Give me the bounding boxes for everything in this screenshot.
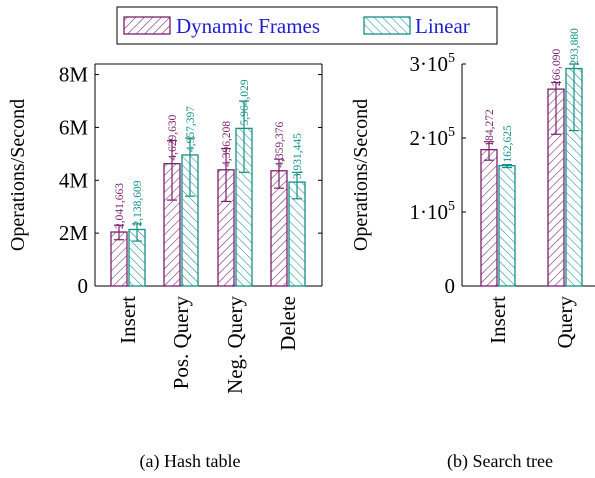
legend-label-linear: Linear xyxy=(415,14,470,38)
y-tick-label: 0 xyxy=(445,274,456,298)
y-tick-label: 4M xyxy=(59,168,89,192)
bar-value-label: 5,964,029 xyxy=(239,79,251,125)
bar-value-label: 4,396,208 xyxy=(221,121,233,167)
x-tick-label: Query xyxy=(553,296,577,349)
legend: Dynamic Frames Linear xyxy=(116,6,498,45)
legend-label-dynamic-frames: Dynamic Frames xyxy=(176,14,320,38)
y-tick-label: 6M xyxy=(59,115,89,139)
y-tick-label: 0 xyxy=(78,274,89,298)
x-tick-label: Insert xyxy=(116,296,140,344)
y-tick-label: 2·105 xyxy=(410,125,456,150)
legend-box xyxy=(116,6,498,45)
bar-value-label: 2,041,663 xyxy=(114,183,126,229)
chart-b-ylabel: Operations/Second xyxy=(350,99,372,251)
x-tick-label: Neg. Query xyxy=(223,296,247,394)
chart-b-caption: (b) Search tree xyxy=(447,451,553,472)
bar-value-label: 162,625 xyxy=(502,125,514,163)
x-tick-label: Insert xyxy=(486,296,510,344)
chart-a-caption: (a) Hash table xyxy=(140,451,241,472)
y-tick-label: 8M xyxy=(59,63,89,87)
bar-value-label: 4,359,376 xyxy=(274,122,286,168)
bar-value-label: 4,957,397 xyxy=(185,106,197,152)
chart-search-tree: Operations/Second (b) Search tree 0 1·105… xyxy=(350,28,595,472)
y-tick-label: 2M xyxy=(59,221,89,245)
y-tick-label: 1·105 xyxy=(410,199,456,224)
bar-value-label: 3,931,445 xyxy=(292,133,304,179)
bar-value-label: 266,090 xyxy=(551,48,563,86)
chart-a-ylabel: Operations/Second xyxy=(7,99,29,251)
bar xyxy=(480,148,498,287)
bar-value-label: 293,880 xyxy=(569,28,581,66)
x-tick-label: Delete xyxy=(276,296,300,351)
x-tick-label: Pos. Query xyxy=(169,296,193,390)
bar xyxy=(498,165,516,287)
bar-value-label: 184,272 xyxy=(484,109,496,147)
y-tick-label: 3·105 xyxy=(410,51,456,76)
bar-value-label: 2,138,609 xyxy=(132,180,144,226)
chart-hash-table: Operations/Second (a) Hash table 0 2M 4M 6M… xyxy=(7,63,323,472)
legend-swatch-linear xyxy=(363,16,411,35)
bar-value-label: 4,629,630 xyxy=(167,114,179,160)
legend-swatch-dynamic-frames xyxy=(123,16,171,35)
